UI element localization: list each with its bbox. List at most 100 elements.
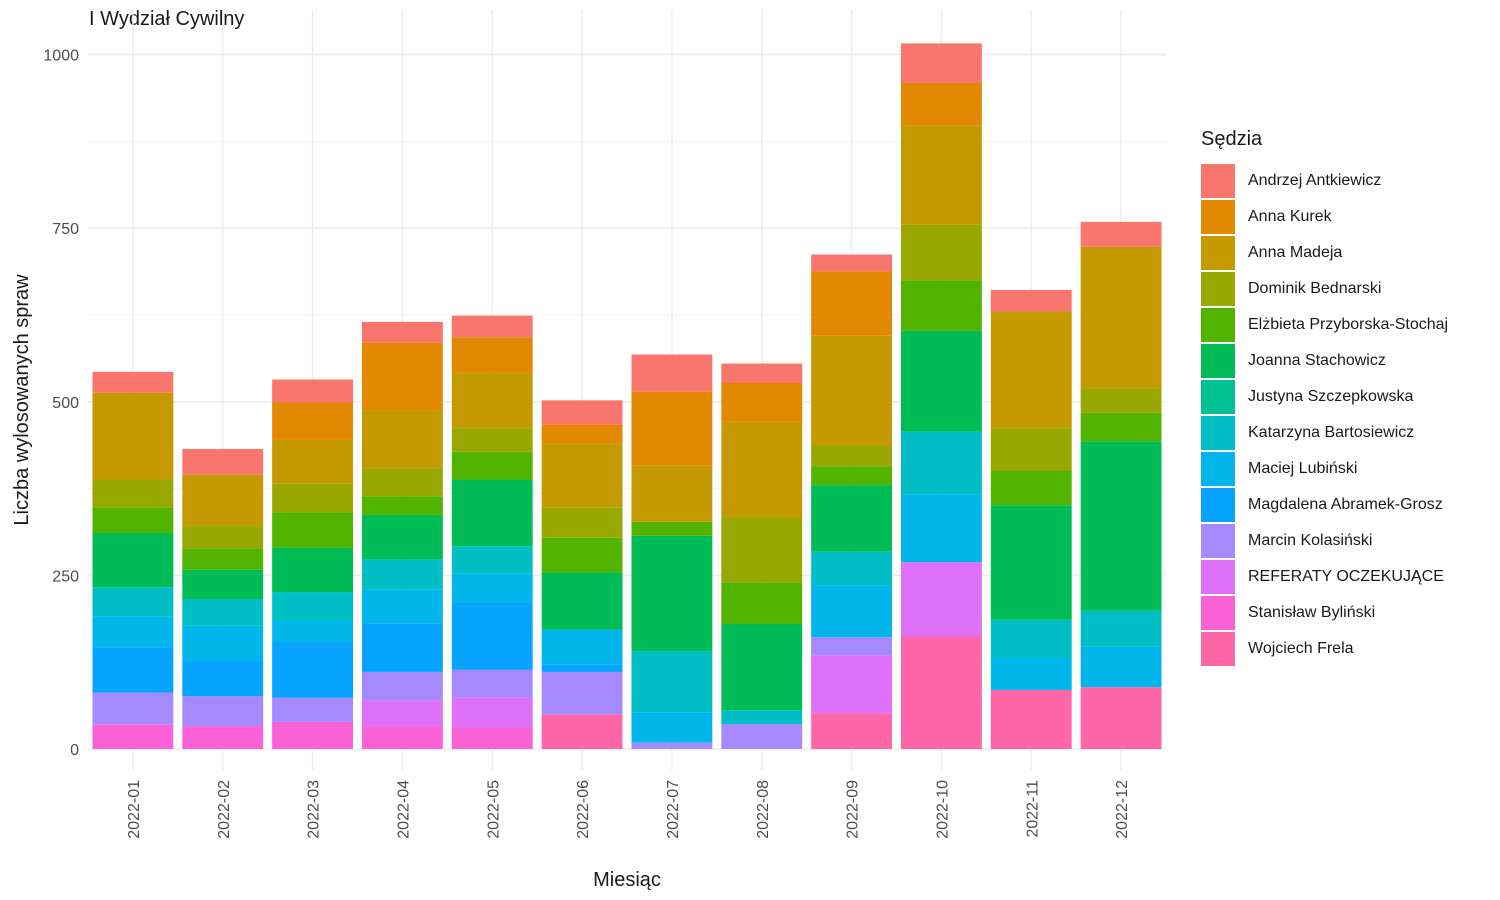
- bar-segment: [721, 723, 803, 749]
- bar-segment: [811, 585, 893, 638]
- bar-segment: [361, 410, 443, 469]
- bar-segment: [272, 512, 354, 548]
- bar-segment: [451, 602, 533, 670]
- bar-segment: [92, 533, 174, 588]
- legend-swatch: [1201, 632, 1235, 666]
- legend-label: Anna Madeja: [1248, 244, 1343, 261]
- bar-segment: [451, 337, 533, 373]
- bar-segment: [92, 647, 174, 693]
- bar-segment: [631, 712, 713, 743]
- legend-item: Anna Kurek: [1201, 199, 1448, 235]
- y-tick-label: 500: [52, 395, 79, 412]
- bar-segment: [182, 726, 264, 749]
- bar-segment: [990, 505, 1072, 620]
- bar-segment: [182, 448, 264, 475]
- bar-stack-2022-11: [990, 289, 1072, 749]
- bar-segment: [541, 537, 623, 573]
- legend-swatch: [1201, 308, 1235, 342]
- bar-segment: [361, 559, 443, 590]
- legend-label: Anna Kurek: [1248, 208, 1332, 225]
- bar-stack-2022-03: [272, 379, 354, 749]
- bar-stack-2022-08: [721, 363, 803, 749]
- bar-segment: [631, 651, 713, 713]
- bar-segment: [900, 431, 982, 495]
- bar-segment: [631, 465, 713, 522]
- bar-segment: [1080, 412, 1162, 442]
- legend-item: Anna Madeja: [1201, 235, 1448, 271]
- bar-segment: [451, 697, 533, 728]
- x-axis-title: Miesiąc: [593, 869, 661, 891]
- legend-swatch: [1201, 416, 1235, 450]
- bar-segment: [900, 330, 982, 432]
- legend-label: Marcin Kolasiński: [1248, 532, 1373, 549]
- legend-label: Andrzej Antkiewicz: [1248, 172, 1382, 189]
- bar-segment: [92, 587, 174, 617]
- bar-segment: [811, 254, 893, 272]
- bar-segment: [990, 311, 1072, 429]
- y-axis-ticks: 0 250 500 750 1000: [43, 48, 79, 760]
- bar-stack-2022-07: [631, 354, 713, 749]
- y-tick-label: 0: [70, 742, 79, 759]
- y-axis-title: Liczba wylosowanych spraw: [11, 274, 33, 526]
- bar-segment: [811, 445, 893, 467]
- legend-item: Wojciech Frela: [1201, 631, 1448, 667]
- bar-stack-2022-04: [361, 321, 443, 749]
- legend-item: Elżbieta Przyborska-Stochaj: [1201, 307, 1448, 343]
- bar-segment: [721, 582, 803, 624]
- x-tick-label: 2022-02: [216, 780, 233, 839]
- bar-segment: [1080, 388, 1162, 413]
- bar-segment: [811, 713, 893, 749]
- legend-item: Dominik Bednarski: [1201, 271, 1448, 307]
- bar-segment: [272, 547, 354, 593]
- bar-stack-2022-01: [92, 371, 174, 749]
- bar-segment: [451, 428, 533, 452]
- legend-label: Maciej Lubiński: [1248, 460, 1358, 477]
- bar-segment: [361, 496, 443, 515]
- chart-title: I Wydział Cywilny: [89, 8, 245, 30]
- legend-label: Wojciech Frela: [1248, 640, 1354, 657]
- bar-segment: [990, 619, 1072, 659]
- x-tick-label: 2022-07: [665, 780, 682, 839]
- bar-segment: [900, 43, 982, 83]
- x-tick-label: 2022-10: [934, 780, 951, 839]
- bar-stack-2022-12: [1080, 221, 1162, 749]
- bar-segment: [361, 700, 443, 727]
- bar-segment: [990, 428, 1072, 471]
- legend-swatch: [1201, 560, 1235, 594]
- y-tick-label: 1000: [43, 48, 79, 65]
- bar-segment: [272, 620, 354, 643]
- bar-segment: [361, 671, 443, 701]
- legend-item: Katarzyna Bartosiewicz: [1201, 415, 1448, 451]
- bar-segment: [361, 468, 443, 497]
- bar-segment: [272, 592, 354, 621]
- bar-stack-2022-06: [541, 400, 623, 749]
- legend-label: Katarzyna Bartosiewicz: [1248, 424, 1415, 441]
- bar-segment: [541, 629, 623, 665]
- bar-segment: [182, 598, 264, 626]
- bar-stack-2022-09: [811, 254, 893, 749]
- bar-segment: [1080, 646, 1162, 688]
- bar-segment: [811, 637, 893, 656]
- bar-segment: [92, 479, 174, 508]
- bar-segment: [811, 551, 893, 586]
- bar-segment: [900, 82, 982, 126]
- x-tick-label: 2022-11: [1024, 780, 1041, 838]
- bar-segment: [811, 271, 893, 336]
- bar-segment: [272, 483, 354, 513]
- bar-segment: [721, 363, 803, 383]
- bar-stack-2022-05: [451, 315, 533, 749]
- legend-item: Joanna Stachowicz: [1201, 343, 1448, 379]
- bar-segment: [631, 521, 713, 536]
- legend-label: Stanisław Byliński: [1248, 604, 1376, 621]
- legend-label: REFERATY OCZEKUJĄCE: [1248, 568, 1444, 585]
- bar-segment: [721, 421, 803, 518]
- bar-segment: [361, 623, 443, 672]
- bar-segment: [182, 661, 264, 697]
- bar-segment: [1080, 687, 1162, 749]
- bar-segment: [900, 280, 982, 331]
- bar-segment: [272, 439, 354, 484]
- bar-segment: [92, 371, 174, 393]
- bar-segment: [451, 546, 533, 574]
- bar-segment: [182, 569, 264, 599]
- legend-item: Andrzej Antkiewicz: [1201, 163, 1448, 199]
